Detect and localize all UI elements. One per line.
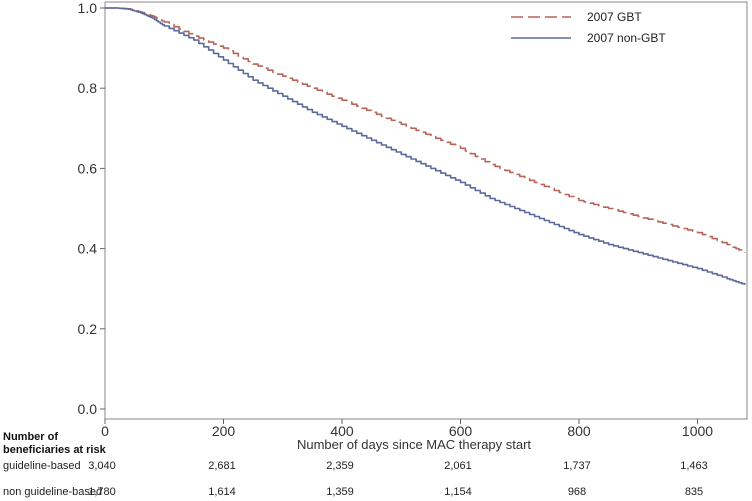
x-tick-label: 600 xyxy=(449,423,473,439)
y-tick-label: 0.6 xyxy=(78,160,98,176)
risk-value: 3,040 xyxy=(88,460,116,472)
y-tick-label: 0.4 xyxy=(78,241,98,257)
risk-row-label: guideline-based xyxy=(3,460,81,472)
risk-value: 1,463 xyxy=(680,460,708,472)
risk-value: 1,614 xyxy=(208,486,236,498)
risk-value: 1,780 xyxy=(88,486,116,498)
y-tick-label: 0.2 xyxy=(78,321,98,337)
series-line-non-gbt xyxy=(105,7,746,285)
y-tick-label: 1.0 xyxy=(78,0,98,16)
x-tick-label: 800 xyxy=(567,423,591,439)
y-tick-label: 0.8 xyxy=(78,80,98,96)
risk-table-title: beneficiaries at risk xyxy=(3,444,107,456)
x-tick-label: 1000 xyxy=(682,423,713,439)
risk-value: 968 xyxy=(568,486,586,498)
y-tick-label: 0.0 xyxy=(78,401,98,417)
legend-label: 2007 non-GBT xyxy=(587,31,666,45)
risk-table-title: Number of xyxy=(3,431,58,443)
plot-border xyxy=(104,1,748,420)
risk-value: 1,737 xyxy=(563,460,591,472)
x-axis-title: Number of days since MAC therapy start xyxy=(297,437,531,452)
x-tick-label: 0 xyxy=(101,423,109,439)
risk-value: 2,681 xyxy=(208,460,236,472)
x-tick-label: 400 xyxy=(330,423,354,439)
risk-value: 1,154 xyxy=(444,486,472,498)
series-line-gbt xyxy=(105,7,746,253)
risk-value: 2,061 xyxy=(444,460,472,472)
risk-row-label: non guideline-based xyxy=(3,486,102,498)
legend-label: 2007 GBT xyxy=(587,10,642,24)
risk-value: 1,359 xyxy=(326,486,354,498)
risk-value: 2,359 xyxy=(326,460,354,472)
x-tick-label: 200 xyxy=(212,423,236,439)
risk-value: 835 xyxy=(685,486,703,498)
